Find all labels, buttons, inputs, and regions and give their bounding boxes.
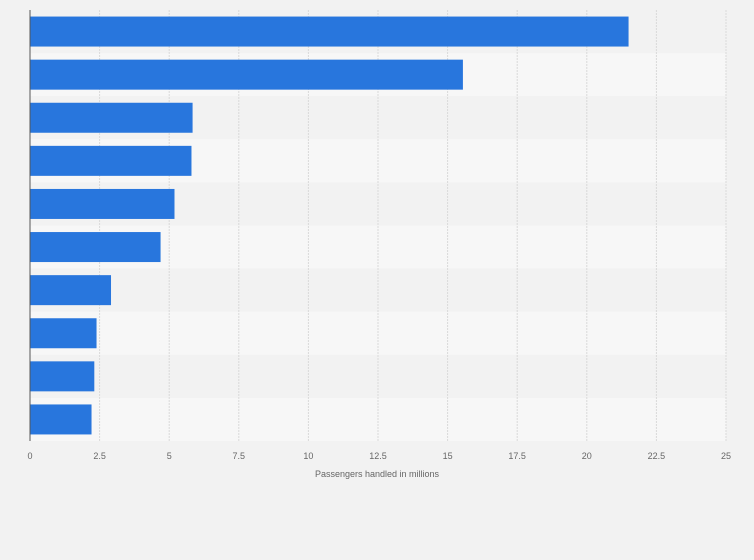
x-tick-labels: 0 2.5 5 7.5 10 12.5 15 17.5 20 22.5 25	[27, 451, 731, 461]
x-tick-label: 22.5	[648, 451, 666, 461]
x-tick-label: 5	[167, 451, 172, 461]
x-tick-label: 7.5	[233, 451, 246, 461]
bar	[30, 16, 629, 47]
bar	[30, 275, 112, 306]
x-tick-label: 2.5	[93, 451, 106, 461]
x-tick-label: 17.5	[508, 451, 526, 461]
bar	[30, 145, 192, 176]
x-axis-title: Passengers handled in millions	[315, 469, 440, 479]
bar	[30, 188, 175, 219]
bar	[30, 102, 193, 133]
bar	[30, 361, 95, 392]
x-tick-label: 10	[303, 451, 313, 461]
x-tick-label: 25	[721, 451, 731, 461]
bar	[30, 59, 463, 90]
x-tick-label: 15	[443, 451, 453, 461]
bars	[30, 16, 629, 435]
bar	[30, 232, 161, 263]
bar	[30, 318, 97, 349]
bar	[30, 404, 92, 435]
x-tick-label: 12.5	[369, 451, 387, 461]
row-band	[30, 311, 726, 355]
x-tick-label: 20	[582, 451, 592, 461]
x-tick-label: 0	[27, 451, 32, 461]
